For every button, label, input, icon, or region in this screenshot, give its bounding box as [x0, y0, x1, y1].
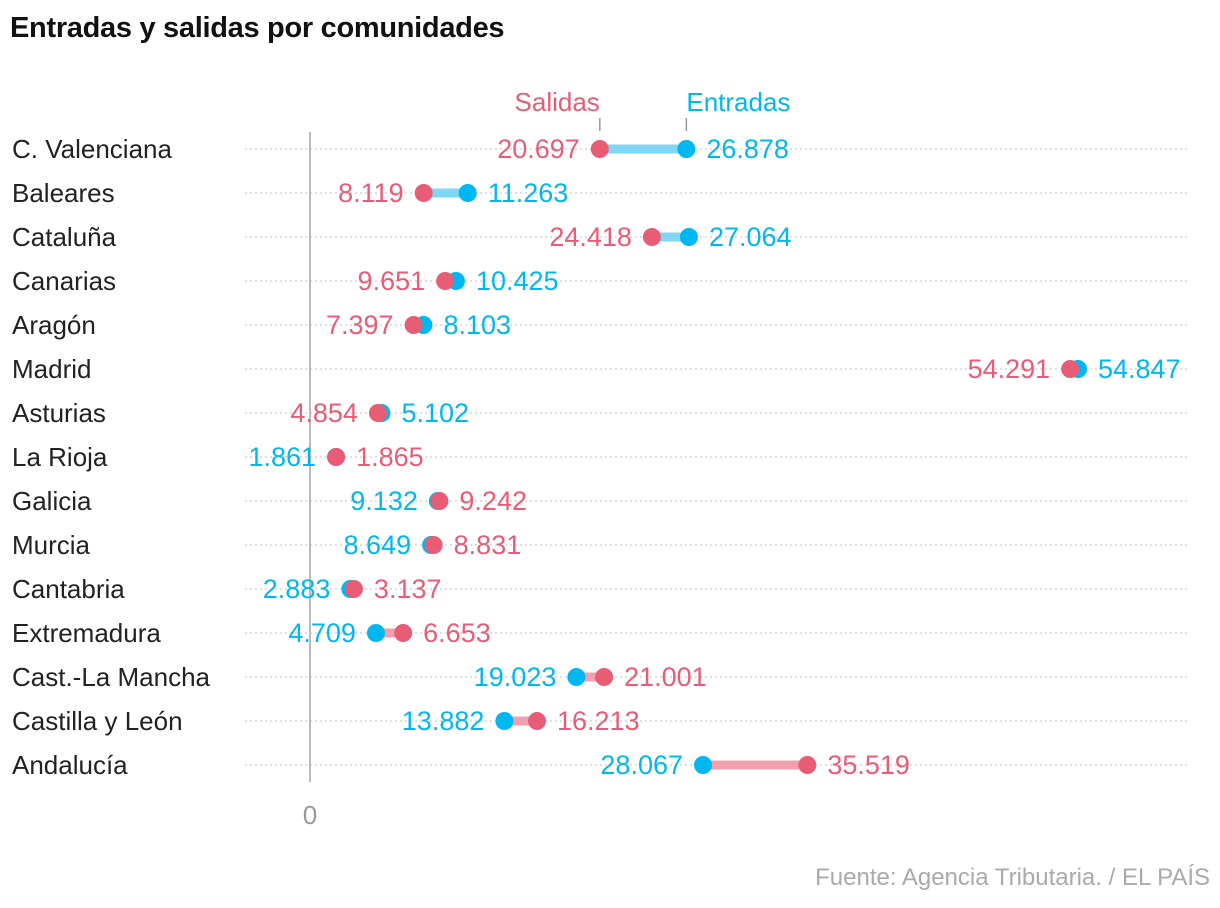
- category-label: Canarias: [12, 266, 116, 296]
- entradas-value-label: 26.878: [706, 134, 789, 164]
- entradas-value-label: 2.883: [263, 574, 331, 604]
- salidas-value-label: 24.418: [549, 222, 632, 252]
- category-label: Extremadura: [12, 618, 161, 648]
- category-label: Castilla y León: [12, 706, 183, 736]
- entradas-dot: [366, 624, 385, 642]
- salidas-dot: [1061, 360, 1080, 378]
- entradas-value-label: 19.023: [474, 662, 557, 692]
- salidas-value-label: 8.119: [338, 178, 404, 208]
- salidas-value-label: 20.697: [497, 134, 580, 164]
- salidas-value-label: 7.397: [326, 310, 394, 340]
- salidas-dot: [424, 536, 443, 554]
- category-label: Galicia: [12, 486, 92, 516]
- category-label: Madrid: [12, 354, 91, 384]
- salidas-dot: [368, 404, 387, 422]
- entradas-value-label: 28.067: [600, 750, 683, 780]
- entradas-dot: [679, 228, 698, 246]
- legend-entradas: Entradas: [686, 87, 790, 117]
- salidas-value-label: 9.651: [358, 266, 426, 296]
- entradas-value-label: 13.882: [402, 706, 485, 736]
- entradas-value-label: 1.861: [248, 442, 316, 472]
- entradas-dot: [694, 756, 713, 774]
- salidas-dot: [595, 668, 614, 686]
- entradas-value-label: 11.263: [488, 178, 569, 208]
- salidas-value-label: 8.831: [454, 530, 522, 560]
- salidas-dot: [436, 272, 455, 290]
- salidas-dot: [528, 712, 547, 730]
- salidas-value-label: 6.653: [423, 618, 491, 648]
- category-label: C. Valenciana: [12, 134, 172, 164]
- salidas-dot: [394, 624, 413, 642]
- category-label: Baleares: [12, 178, 115, 208]
- salidas-dot: [642, 228, 661, 246]
- salidas-dot: [327, 448, 346, 466]
- salidas-value-label: 54.291: [968, 354, 1051, 384]
- salidas-dot: [430, 492, 449, 510]
- entradas-dot: [495, 712, 514, 730]
- category-label: Cataluña: [12, 222, 117, 252]
- entradas-value-label: 5.102: [401, 398, 469, 428]
- category-label: Cantabria: [12, 574, 125, 604]
- entradas-value-label: 9.132: [350, 486, 418, 516]
- salidas-value-label: 16.213: [557, 706, 640, 736]
- salidas-dot: [590, 140, 609, 158]
- salidas-dot: [414, 184, 433, 202]
- salidas-value-label: 3.137: [374, 574, 442, 604]
- salidas-dot: [404, 316, 423, 334]
- category-label: Murcia: [12, 530, 91, 560]
- category-label: Cast.-La Mancha: [12, 662, 211, 692]
- entradas-dot: [677, 140, 696, 158]
- entradas-dot: [458, 184, 477, 202]
- salidas-value-label: 4.854: [290, 398, 358, 428]
- salidas-value-label: 35.519: [827, 750, 910, 780]
- entradas-value-label: 54.847: [1098, 354, 1181, 384]
- entradas-value-label: 8.103: [443, 310, 511, 340]
- chart-title: Entradas y salidas por comunidades: [10, 12, 505, 44]
- salidas-value-label: 1.865: [356, 442, 424, 472]
- category-label: La Rioja: [12, 442, 108, 472]
- category-label: Andalucía: [12, 750, 128, 780]
- salidas-value-label: 21.001: [624, 662, 707, 692]
- source-note: Fuente: Agencia Tributaria. / EL PAÍS: [815, 864, 1210, 891]
- entradas-value-label: 4.709: [288, 618, 356, 648]
- entradas-value-label: 10.425: [476, 266, 559, 296]
- category-label: Aragón: [12, 310, 96, 340]
- x-tick-label: 0: [303, 800, 317, 830]
- entradas-value-label: 27.064: [709, 222, 792, 252]
- entradas-value-label: 8.649: [344, 530, 412, 560]
- salidas-value-label: 9.242: [459, 486, 527, 516]
- salidas-dot: [344, 580, 363, 598]
- legend-salidas: Salidas: [515, 87, 600, 117]
- salidas-dot: [798, 756, 817, 774]
- category-label: Asturias: [12, 398, 106, 428]
- entradas-dot: [567, 668, 586, 686]
